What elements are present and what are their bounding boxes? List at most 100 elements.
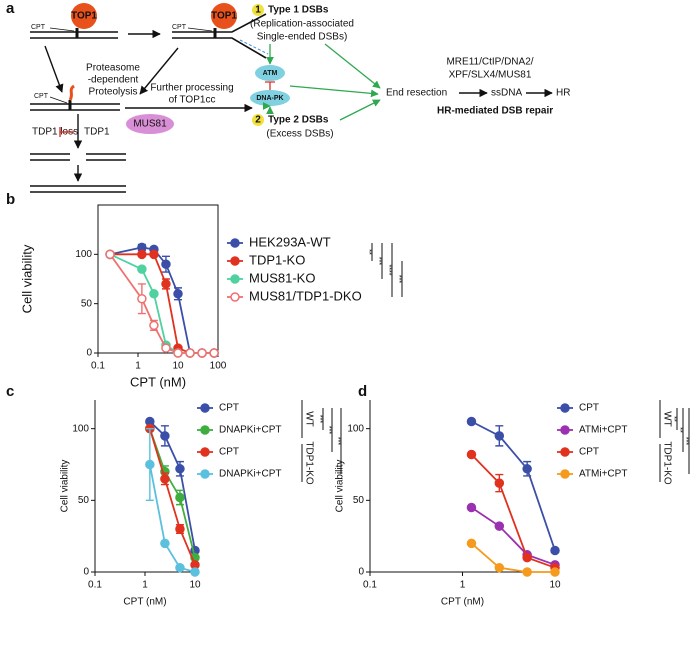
x-tick-label: 1: [135, 361, 141, 372]
x-tick-label: 0.1: [363, 580, 377, 591]
plot-frame: [97, 204, 219, 354]
diagram-text: CPT: [34, 93, 49, 100]
legend-marker: [230, 256, 240, 266]
mus81-shape: [126, 114, 174, 134]
data-point: [175, 562, 185, 573]
diagram-text: TDP1 loss: [32, 127, 78, 138]
legend-marker: [560, 425, 570, 435]
significance-label: ***: [395, 275, 402, 283]
diagram-text: HR: [556, 88, 570, 99]
arrow: [139, 47, 179, 95]
significance-label: ***: [334, 437, 341, 445]
data-point: [522, 464, 532, 474]
data-point: [137, 293, 147, 304]
legend-marker: [200, 469, 210, 479]
chart: d 0 50 100 0.1 1 10 CPT (nM) Cell viability CPT AT…: [335, 383, 690, 608]
diagram-text: 2: [255, 115, 261, 126]
diagram: a TOP1 CPT TOP1 CPT Proteasome -dependen…: [6, 0, 570, 193]
panel-label: a: [6, 0, 15, 17]
atm-shape: [255, 65, 285, 81]
y-tick-label: 0: [86, 348, 92, 359]
axes: [94, 400, 195, 573]
data-point: [161, 343, 171, 353]
significance-label: ***: [325, 426, 332, 434]
legend-label: CPT: [579, 447, 599, 458]
nascent-strand: [239, 39, 269, 55]
arrow: [324, 43, 381, 89]
data-point: [175, 524, 185, 534]
legend-marker: [200, 425, 210, 435]
panel-label: b: [6, 191, 15, 208]
data-point: [149, 320, 159, 331]
legend-marker: [230, 292, 240, 302]
legend-marker: [230, 274, 240, 284]
data-point: [185, 348, 195, 358]
data-point: [175, 492, 185, 503]
data-point: [149, 289, 159, 299]
data-point: [160, 431, 170, 441]
y-tick-label: 0: [358, 567, 364, 578]
data-point: [550, 567, 560, 577]
legend-marker: [560, 403, 570, 413]
diagram-text: DNA-PK: [256, 95, 283, 102]
y-tick-label: 0: [83, 567, 89, 578]
chart: b 0 50 100 0.1 1 10 100 CPT (nM) Cell viability HE…: [6, 191, 403, 389]
diagram-text: Type 1 DSBs: [268, 5, 329, 16]
legend-marker: [200, 447, 210, 457]
diagram-text: Single-ended DSBs): [257, 32, 348, 43]
significance-label: ***: [682, 437, 689, 445]
series-line: [470, 506, 556, 566]
diagram-text: TDP1: [84, 127, 110, 138]
legend-label: CPT: [219, 447, 239, 458]
data-point: [494, 431, 505, 441]
data-point: [466, 416, 477, 427]
legend-marker: [560, 469, 570, 479]
significance-label: ***: [375, 257, 382, 265]
legend-label: TDP1-KO: [249, 252, 305, 267]
legend-marker: [200, 403, 210, 413]
chart: c 0 50 100 0.1 1 10 CPT (nM) Cell viability CPT DN…: [6, 383, 342, 608]
x-tick-label: 10: [172, 361, 184, 372]
significance-label: ****: [385, 265, 392, 276]
y-axis-label: Cell viability: [19, 244, 34, 313]
data-point: [494, 478, 505, 488]
data-point: [466, 502, 477, 513]
y-tick-label: 100: [347, 423, 364, 434]
y-tick-label: 50: [353, 495, 365, 506]
data-point: [161, 279, 171, 289]
significance-label: **: [670, 416, 677, 422]
panel-label: c: [6, 383, 14, 400]
diagram-text: of TOP1cc: [169, 95, 216, 106]
data-point: [175, 464, 185, 474]
legend-label: MUS81/TDP1-DKO: [249, 288, 362, 303]
group-label: TDP1-KO: [303, 441, 314, 485]
data-point: [173, 289, 183, 299]
group-label: WT: [303, 411, 314, 427]
x-tick-label: 1: [460, 580, 466, 591]
dna: [30, 153, 126, 161]
series-line: [148, 428, 196, 566]
legend-label: CPT: [579, 403, 599, 414]
diagram-text: ssDNA: [491, 88, 522, 99]
legend-label: ATMi+CPT: [579, 425, 627, 436]
diagram-text: Type 2 DSBs: [268, 115, 329, 126]
dna: [30, 103, 120, 111]
x-tick-label: 1: [142, 580, 148, 591]
arrow: [289, 85, 379, 98]
data-point: [173, 348, 183, 358]
legend-label: DNAPKi+CPT: [219, 425, 282, 436]
pointer: [49, 96, 68, 104]
x-axis-label: CPT (nM): [441, 597, 484, 608]
data-point: [197, 348, 207, 358]
top1-shape: [71, 3, 97, 29]
diagram-text: TOP1: [211, 11, 237, 22]
data-point: [160, 538, 170, 549]
legend-label: MUS81-KO: [249, 270, 315, 285]
diagram-text: Further processing: [150, 83, 233, 94]
y-tick-label: 50: [78, 495, 90, 506]
series-line: [471, 420, 556, 551]
series-line: [110, 253, 215, 354]
data-point: [137, 249, 147, 260]
y-axis-label: Cell viability: [335, 460, 346, 513]
